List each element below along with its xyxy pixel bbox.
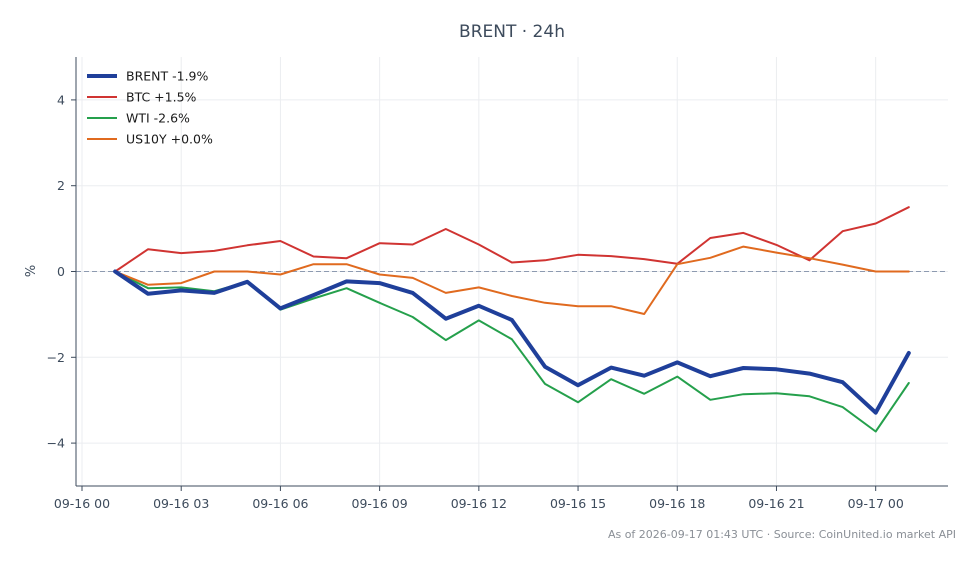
y-tick-label: −2: [47, 350, 65, 365]
x-tick-label: 09-16 18: [649, 496, 705, 511]
y-axis-label: %: [24, 265, 39, 277]
x-tick-label: 09-16 21: [748, 496, 804, 511]
y-tick-label: 2: [57, 178, 65, 193]
x-tick-label: 09-16 12: [451, 496, 507, 511]
legend: BRENT -1.9% BTC +1.5% WTI -2.6% US10Y +0.0%: [87, 69, 213, 147]
x-tick-label: 09-16 09: [352, 496, 408, 511]
legend-label-us10y: US10Y +0.0%: [126, 132, 213, 147]
legend-label-wti: WTI -2.6%: [126, 111, 190, 126]
footnote: As of 2026-09-17 01:43 UTC · Source: Coi…: [608, 528, 956, 541]
legend-label-brent: BRENT -1.9%: [126, 69, 209, 84]
axes: [71, 57, 948, 491]
series-line-brent: [113, 269, 911, 415]
chart-title: BRENT · 24h: [459, 22, 565, 42]
legend-label-btc: BTC +1.5%: [126, 90, 197, 105]
y-tick-label: 4: [57, 92, 65, 107]
x-tick-label: 09-16 03: [153, 496, 209, 511]
tick-labels: −4 −2 0 2 4 09-16 00 09-16 03 09-16 06 09-16 09 0…: [47, 92, 904, 511]
series-line-us10y: [114, 245, 910, 315]
x-tick-label: 09-17 00: [848, 496, 904, 511]
series-line-btc: [114, 206, 910, 273]
x-tick-label: 09-16 06: [252, 496, 308, 511]
y-tick-label: 0: [57, 264, 65, 279]
x-tick-label: 09-16 00: [54, 496, 110, 511]
y-tick-label: −4: [47, 436, 65, 451]
series-lines: [113, 206, 911, 433]
x-tick-label: 09-16 15: [550, 496, 606, 511]
